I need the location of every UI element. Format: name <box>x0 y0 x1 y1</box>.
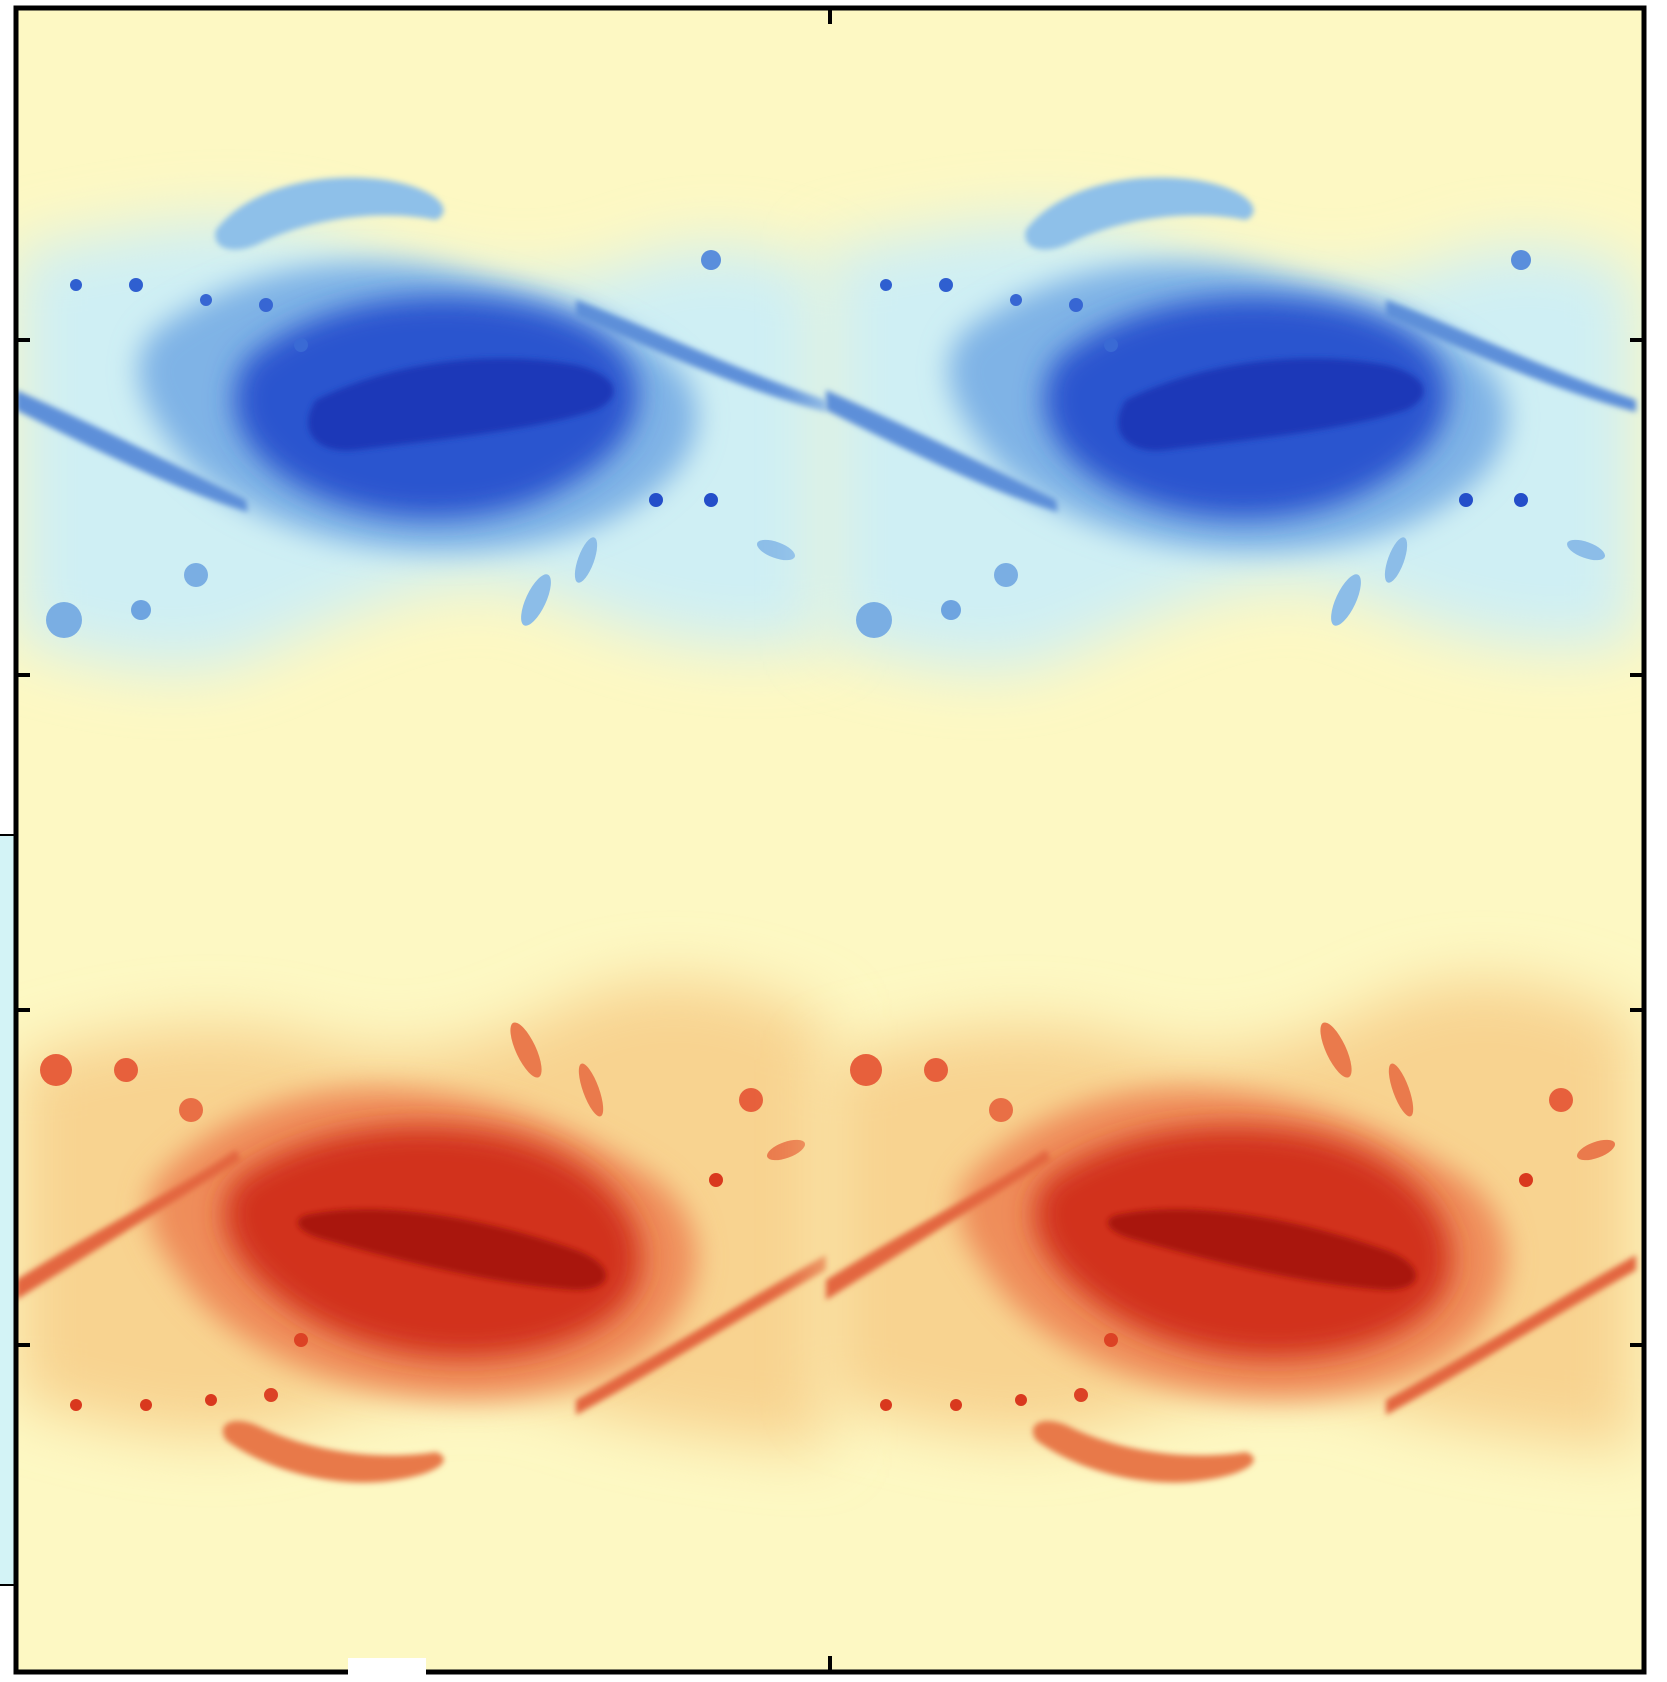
left-panel-strip <box>0 835 16 1585</box>
tick-marks <box>16 8 1644 1672</box>
colormap-plot <box>16 8 1644 1672</box>
red-vortex-band <box>16 981 1636 1483</box>
bottom-white-patch <box>348 1658 426 1682</box>
